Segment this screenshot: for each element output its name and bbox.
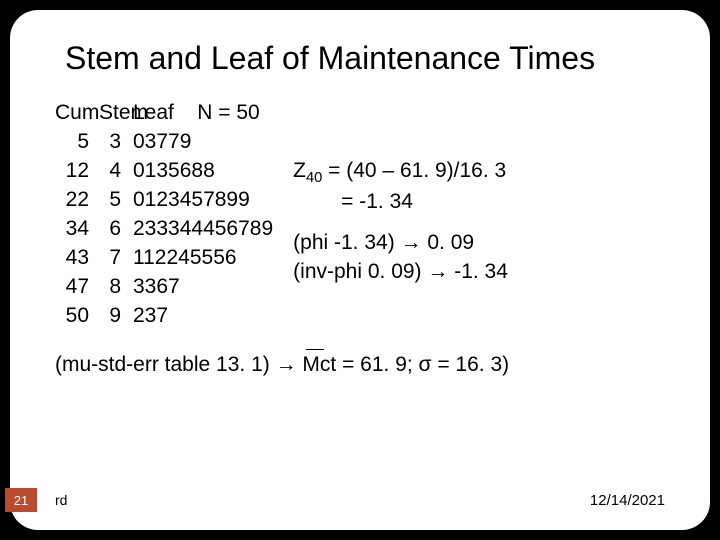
z-equation-line1: Z40 = (40 – 61. 9)/16. 3 (293, 157, 665, 188)
stemleaf-row: 43 7 112245556 (55, 244, 273, 273)
header-leaf: Leaf N = 50 (127, 99, 260, 128)
stemleaf-block: Cum Stem Leaf N = 50 5 3 03779 12 4 0135… (55, 99, 273, 331)
stemleaf-row: 5 3 03779 (55, 128, 273, 157)
slide-title: Stem and Leaf of Maintenance Times (65, 40, 665, 77)
stemleaf-row: 12 4 0135688 (55, 157, 273, 186)
slide-frame: Stem and Leaf of Maintenance Times Cum S… (10, 10, 710, 530)
z-equation-line2: = -1. 34 (293, 188, 665, 217)
header-stem: Stem (99, 99, 127, 128)
footer-date: 12/14/2021 (590, 492, 665, 509)
page-number-badge: 21 (5, 488, 37, 512)
slide-footer: 21 rd 12/14/2021 (10, 488, 665, 512)
stemleaf-header: Cum Stem Leaf N = 50 (55, 99, 273, 128)
mct-bar: Mct (302, 353, 336, 377)
bottom-note: (mu-std-err table 13. 1) → Mct = 61. 9; … (55, 353, 665, 377)
footer-rd: rd (55, 492, 67, 508)
phi-line-2: (inv-phi 0. 09) → -1. 34 (293, 258, 665, 287)
stemleaf-row: 22 5 0123457899 (55, 186, 273, 215)
stemleaf-row: 50 9 237 (55, 302, 273, 331)
content-row: Cum Stem Leaf N = 50 5 3 03779 12 4 0135… (55, 99, 665, 331)
stemleaf-row: 34 6 233344456789 (55, 215, 273, 244)
stemleaf-row: 47 8 3367 (55, 273, 273, 302)
header-cum: Cum (55, 99, 99, 128)
phi-line-1: (phi -1. 34) → 0. 09 (293, 229, 665, 258)
right-column: Z40 = (40 – 61. 9)/16. 3 = -1. 34 (phi -… (293, 99, 665, 331)
